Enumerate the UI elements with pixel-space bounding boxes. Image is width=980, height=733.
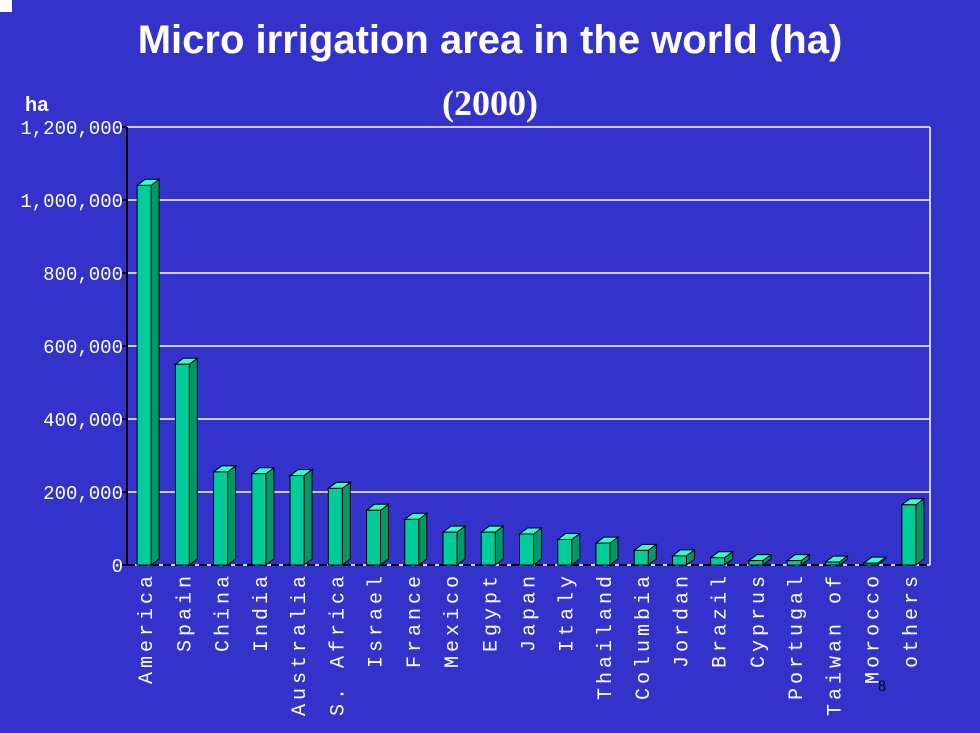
- bar-front: [519, 533, 534, 566]
- category-label: Portugal: [786, 572, 809, 700]
- y-tick-label: 800,000: [43, 264, 123, 286]
- bar-side: [188, 357, 198, 566]
- y-tick-label: 200,000: [43, 483, 123, 505]
- bar: [632, 543, 658, 566]
- category-label: China: [213, 572, 236, 652]
- bar-front: [824, 561, 840, 566]
- bar-front: [251, 473, 267, 566]
- category-label: Cyprus: [748, 572, 771, 668]
- bar: [785, 553, 811, 566]
- y-tick-label: 1,000,000: [20, 191, 123, 213]
- bar: [594, 536, 620, 566]
- bar-front: [710, 557, 726, 566]
- bar-side: [456, 525, 466, 566]
- bar-front: [136, 184, 152, 566]
- bar: [823, 555, 849, 566]
- y-axis-unit: ha: [25, 94, 49, 116]
- y-tick-label: 600,000: [43, 337, 123, 359]
- category-label: Thailand: [595, 572, 618, 700]
- chart-title: Micro irrigation area in the world (ha): [137, 18, 843, 62]
- bar: [479, 525, 505, 566]
- bar-front: [289, 475, 305, 566]
- bar-front: [901, 504, 917, 566]
- bar: [900, 497, 926, 566]
- bar-front: [442, 531, 458, 566]
- bar-side: [227, 464, 237, 566]
- bar: [709, 550, 735, 566]
- category-label: others: [901, 572, 924, 668]
- category-label: Italy: [557, 572, 580, 652]
- bar-front: [786, 560, 802, 566]
- y-tick-label: 0: [112, 556, 123, 578]
- bar-front: [595, 542, 611, 566]
- category-label: Columbia: [633, 572, 656, 700]
- bar-front: [174, 363, 190, 566]
- bars: [135, 178, 926, 566]
- y-tick-label: 1,200,000: [20, 118, 123, 140]
- bar-front: [633, 549, 649, 566]
- corner-mark: [0, 0, 12, 12]
- bar-front: [557, 538, 573, 566]
- bar: [862, 556, 888, 566]
- category-label: Egypt: [480, 572, 503, 652]
- category-label: Brazil: [710, 572, 733, 668]
- category-label: Mexico: [442, 572, 465, 668]
- bar-side: [150, 178, 160, 566]
- category-label: Morocco: [863, 572, 886, 684]
- bar: [556, 532, 582, 566]
- bar-side: [265, 466, 275, 566]
- bar-front: [366, 509, 382, 566]
- bar: [326, 481, 352, 566]
- category-label: India: [251, 572, 274, 652]
- bar: [135, 178, 161, 566]
- bar-side: [303, 468, 313, 566]
- bar: [670, 548, 696, 566]
- bar: [212, 464, 238, 566]
- category-label: America: [136, 572, 159, 684]
- category-label: Spain: [174, 572, 197, 652]
- page-number: 8: [878, 678, 886, 695]
- category-label: S. Africa: [327, 572, 350, 716]
- bar-front: [327, 487, 343, 566]
- bar-front: [404, 518, 420, 566]
- bar-front: [863, 562, 879, 566]
- bar-front: [671, 555, 687, 566]
- bar: [403, 512, 429, 566]
- category-label: Australia: [289, 572, 312, 716]
- bar: [288, 468, 314, 566]
- y-tick-labels: 0 200,000 400,000 600,000 800,000 1,000,000 1,…: [20, 118, 123, 578]
- bar-side: [915, 497, 925, 566]
- category-label: Japan: [519, 572, 542, 652]
- category-labels: America Spain China India Australia S. Africa…: [136, 572, 924, 716]
- y-tick-label: 400,000: [43, 410, 123, 432]
- bar: [365, 503, 391, 566]
- category-label: Jordan: [671, 572, 694, 668]
- grid-lines: [127, 126, 930, 566]
- bar-front: [480, 531, 496, 566]
- bar: [250, 466, 276, 566]
- bar: [173, 357, 199, 566]
- bar: [441, 525, 467, 566]
- bar: [518, 526, 543, 566]
- bar-top: [862, 556, 888, 564]
- category-label: Israel: [366, 572, 389, 668]
- category-label: Taiwan of: [824, 572, 847, 716]
- category-label: France: [404, 572, 427, 668]
- bar-side: [341, 481, 351, 566]
- bar-front: [748, 560, 764, 566]
- bar-side: [418, 512, 428, 566]
- chart-subtitle: (2000): [442, 83, 538, 123]
- bar-side: [494, 525, 504, 566]
- bar: [747, 553, 773, 566]
- bar-side: [380, 503, 390, 566]
- bar-front: [213, 471, 229, 566]
